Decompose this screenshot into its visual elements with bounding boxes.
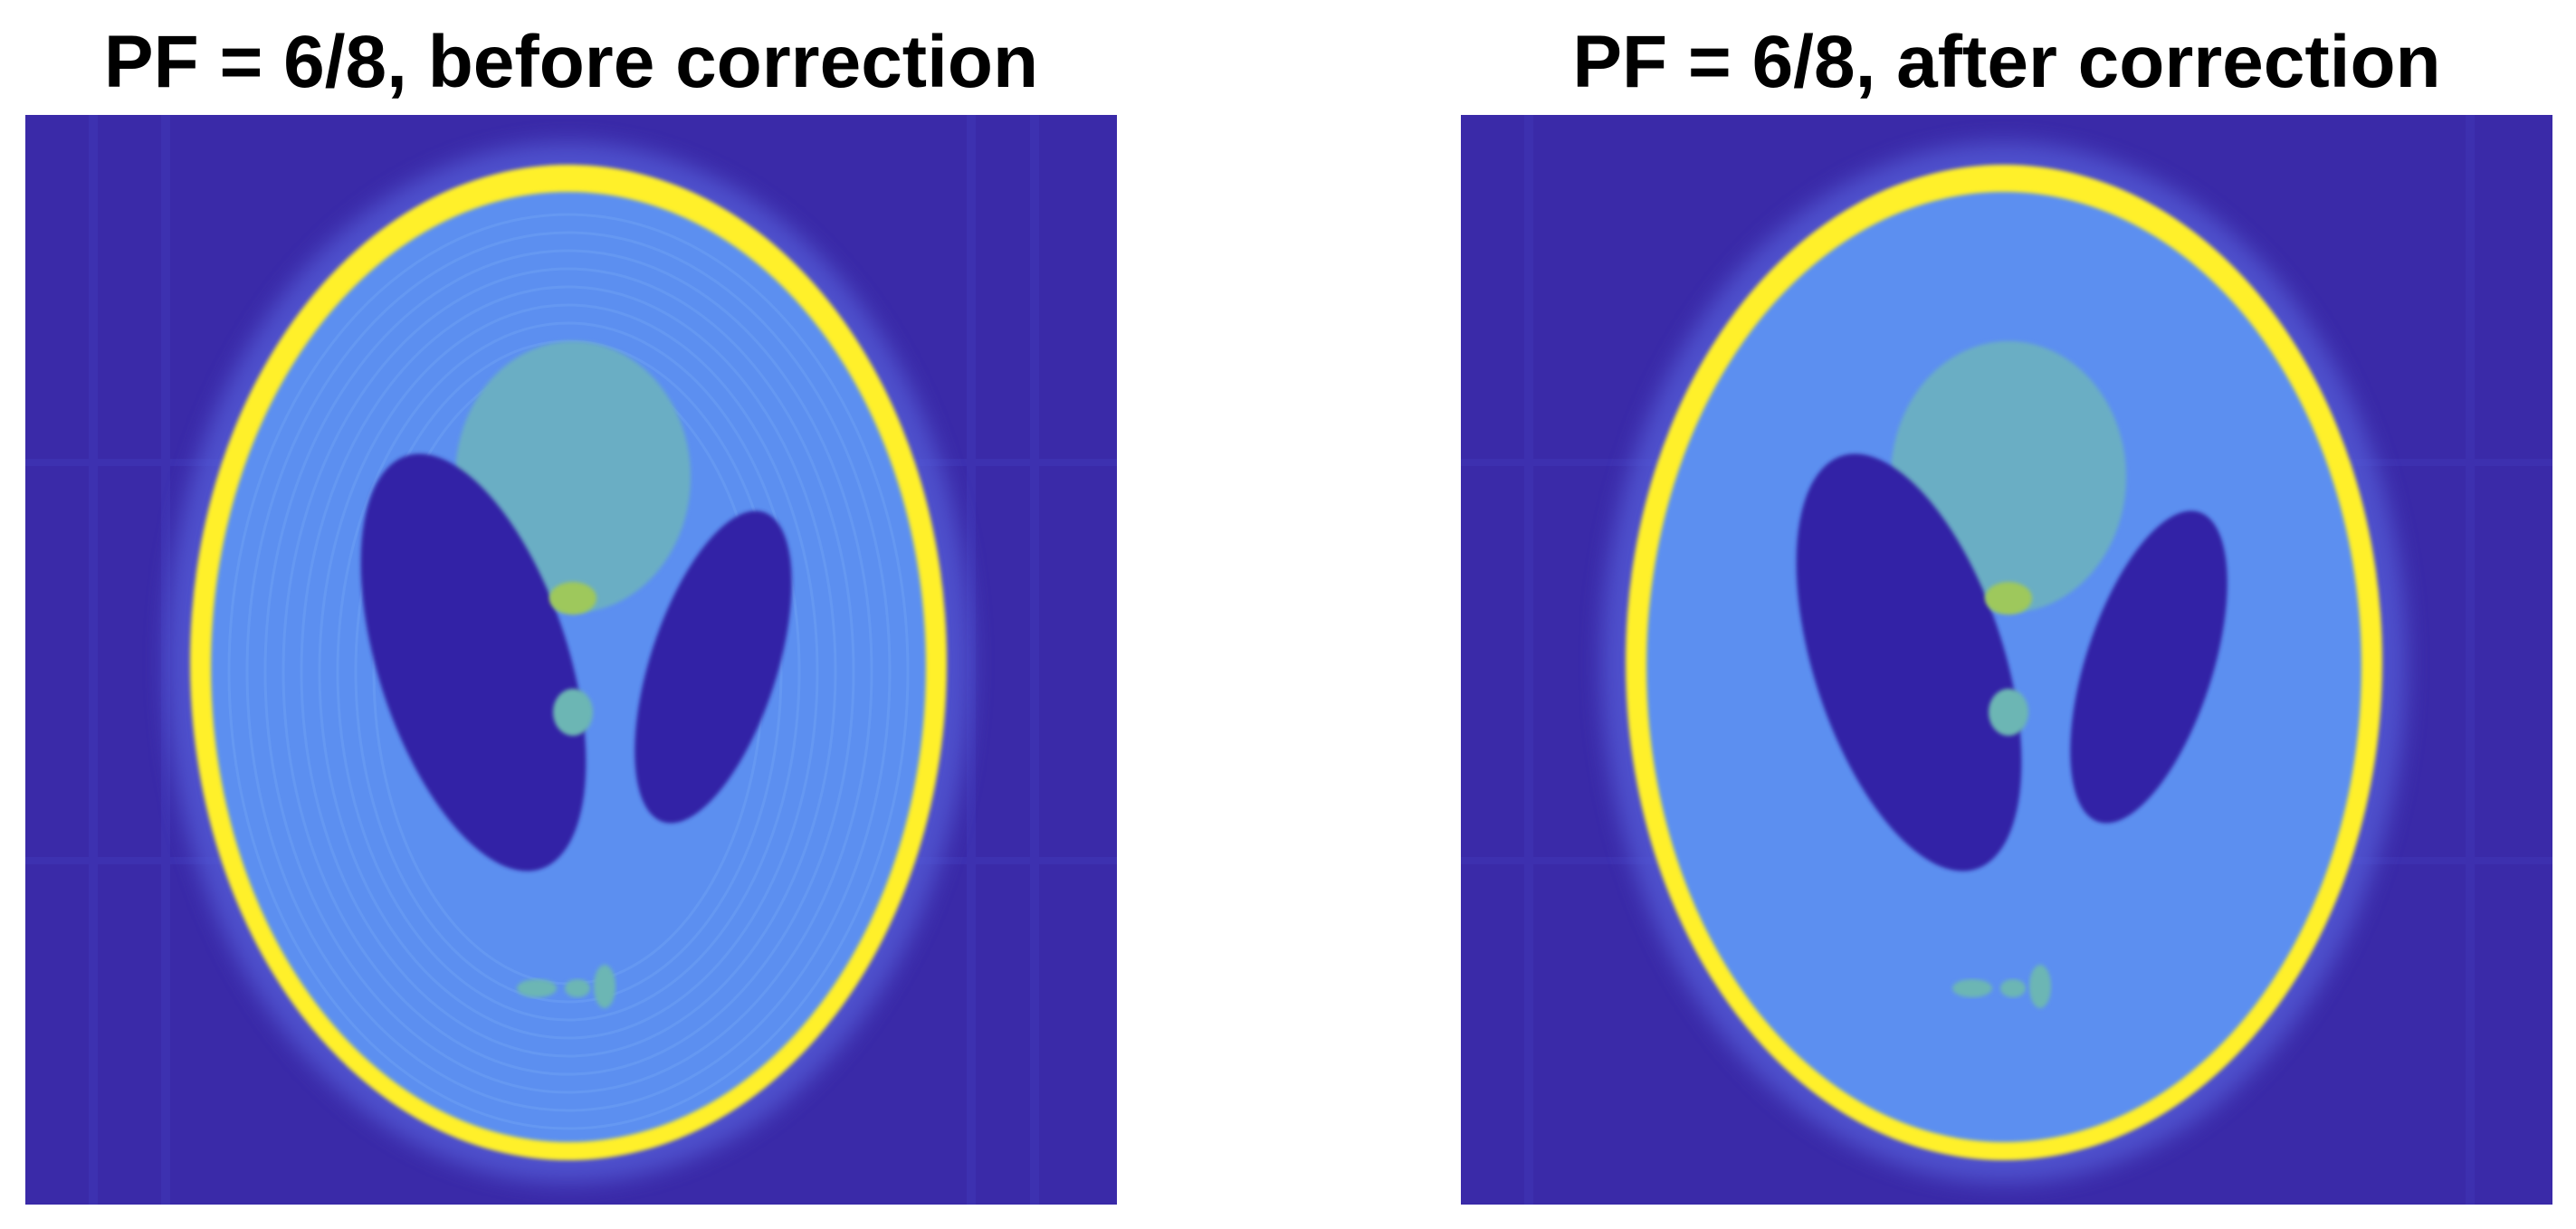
phantom-image-before [25,115,1117,1205]
spot-lower-right [594,965,615,1008]
spot-lower-left [1952,979,1992,997]
left-ventricle [360,453,587,872]
panel-title-before: PF = 6/8, before correction [103,21,1039,103]
small-spot [1989,689,2028,736]
bright-spot [1985,582,2032,614]
spot-lower-mid [565,979,590,997]
right-ventricle [2070,510,2228,824]
spot-lower-right [2029,965,2051,1008]
bright-spot [549,582,596,614]
phantom-image-after [1461,115,2552,1205]
panel-title-after: PF = 6/8, after correction [1572,21,2441,103]
right-ventricle [634,510,792,824]
spot-lower-left [517,979,557,997]
small-spot [553,689,593,736]
spot-lower-mid [2000,979,2026,997]
left-ventricle [1796,453,2022,872]
